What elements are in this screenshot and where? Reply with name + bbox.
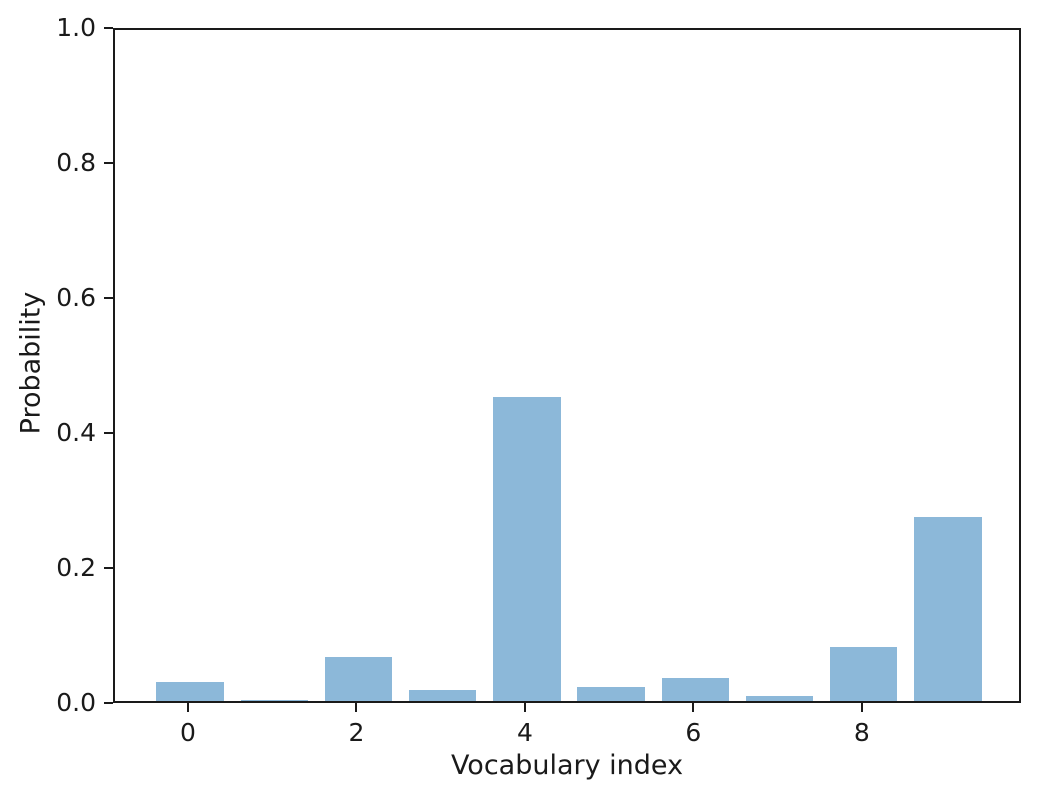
x-tick-label-2: 2 bbox=[348, 718, 365, 747]
y-tick-mark-0.6 bbox=[104, 297, 113, 299]
y-tick-label-1.0: 1.0 bbox=[56, 13, 96, 42]
x-axis-label: Vocabulary index bbox=[450, 750, 684, 781]
bar-6 bbox=[661, 678, 730, 701]
x-tick-mark-0 bbox=[187, 703, 189, 712]
bar-2 bbox=[324, 657, 393, 701]
y-tick-label-0.6: 0.6 bbox=[56, 283, 96, 312]
y-tick-mark-0.0 bbox=[104, 702, 113, 704]
x-tick-mark-6 bbox=[692, 703, 695, 712]
bar-5 bbox=[577, 686, 645, 701]
x-tick-label-8: 8 bbox=[853, 718, 870, 747]
y-tick-label-0.0: 0.0 bbox=[56, 688, 96, 717]
bar-4 bbox=[493, 397, 561, 701]
y-axis-label: Probability bbox=[15, 291, 47, 435]
x-tick-label-0: 0 bbox=[180, 718, 196, 747]
y-tick-mark-1.0 bbox=[104, 27, 113, 29]
y-tick-label-0.8: 0.8 bbox=[56, 148, 96, 177]
x-tick-label-6: 6 bbox=[685, 718, 702, 747]
y-tick-mark-0.8 bbox=[104, 162, 113, 164]
bar-8 bbox=[830, 647, 898, 701]
bar-9 bbox=[914, 517, 982, 701]
y-tick-label-0.4: 0.4 bbox=[56, 418, 96, 447]
x-tick-mark-8 bbox=[860, 703, 863, 712]
bar-7 bbox=[745, 696, 814, 701]
y-tick-mark-0.2 bbox=[104, 567, 113, 569]
x-tick-label-4: 4 bbox=[516, 718, 533, 747]
bar-3 bbox=[409, 690, 477, 701]
y-tick-mark-0.4 bbox=[104, 432, 113, 434]
plot-area bbox=[113, 28, 1021, 703]
bar-1 bbox=[240, 699, 308, 701]
bars-layer bbox=[115, 30, 1019, 701]
x-tick-mark-4 bbox=[523, 703, 526, 712]
x-tick-mark-2 bbox=[355, 703, 358, 712]
y-tick-label-0.2: 0.2 bbox=[56, 553, 96, 582]
bar-0 bbox=[156, 682, 224, 701]
